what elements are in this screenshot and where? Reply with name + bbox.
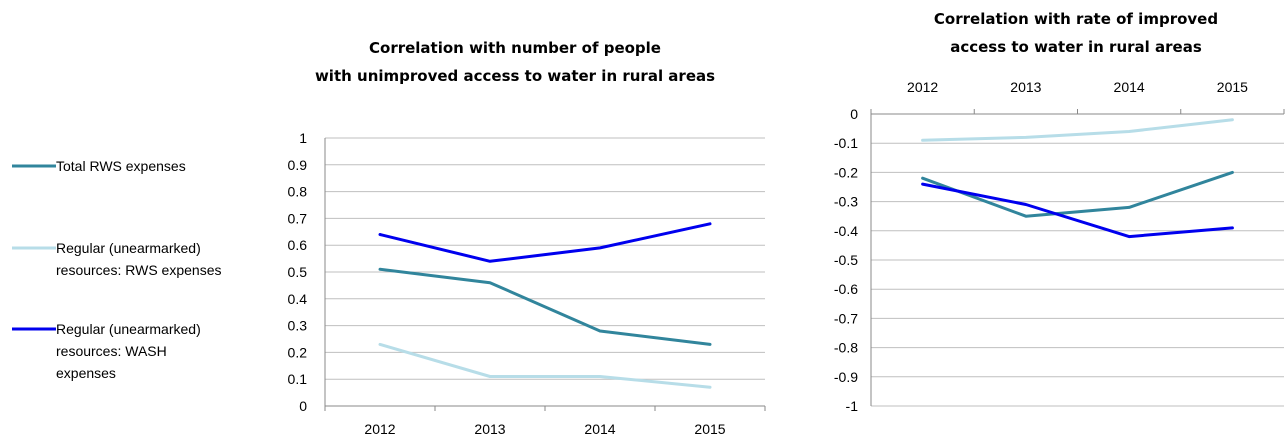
right-chart-title-line-2: access to water in rural areas bbox=[950, 38, 1202, 56]
left-series-line-regular-unearmarked-resources-wash-expenses bbox=[378, 222, 712, 263]
legend-label-1-line-1: Total RWS expenses bbox=[56, 158, 186, 174]
right-y-tick-label: -1 bbox=[846, 398, 859, 414]
right-y-tick-label: -0.5 bbox=[834, 252, 858, 268]
right-series-line-regular-unearmarked-resources-rws-expenses bbox=[921, 118, 1234, 142]
legend-label-2-line-2: resources: RWS expenses bbox=[56, 262, 221, 278]
left-series-line-total-rws-expenses bbox=[378, 267, 712, 346]
left-series-line-regular-unearmarked-resources-rws-expenses bbox=[378, 342, 712, 389]
right-x-tick-label-2012: 2012 bbox=[907, 79, 938, 95]
legend-label-3-line-1: Regular (unearmarked) bbox=[56, 321, 201, 337]
left-y-tick-label: 0.9 bbox=[288, 157, 308, 173]
left-y-tick-label: 0.3 bbox=[288, 318, 308, 334]
right-y-tick-label: -0.7 bbox=[834, 310, 858, 326]
left-x-tick-label-2013: 2013 bbox=[474, 421, 505, 437]
left-y-tick-label: 0.8 bbox=[288, 184, 308, 200]
chart-rate-improved-access: Correlation with rate of improved access … bbox=[834, 10, 1285, 414]
right-series-line-total-rws-expenses bbox=[921, 170, 1234, 218]
right-y-tick-label: -0.3 bbox=[834, 194, 858, 210]
right-chart-title-line-1: Correlation with rate of improved bbox=[934, 10, 1218, 28]
chart-people-unimproved-access: Correlation with number of people with un… bbox=[288, 39, 766, 437]
right-series-line-regular-unearmarked-resources-wash-expenses bbox=[921, 182, 1234, 239]
legend: Total RWS expenses Regular (unearmarked) r… bbox=[12, 158, 221, 381]
legend-label-3-line-2: resources: WASH bbox=[56, 343, 167, 359]
right-x-tick-label-2015: 2015 bbox=[1217, 79, 1248, 95]
left-y-tick-label: 0.7 bbox=[288, 210, 308, 226]
right-y-tick-label: -0.4 bbox=[834, 223, 858, 239]
left-y-tick-label: 0.2 bbox=[288, 344, 308, 360]
left-x-tick-label-2015: 2015 bbox=[694, 421, 725, 437]
right-y-tick-label: -0.8 bbox=[834, 340, 858, 356]
right-y-tick-label: -0.6 bbox=[834, 281, 858, 297]
right-x-tick-label-2014: 2014 bbox=[1114, 79, 1145, 95]
left-y-tick-label: 0.5 bbox=[288, 264, 308, 280]
left-y-tick-label: 0.6 bbox=[288, 237, 308, 253]
left-y-tick-label: 0 bbox=[299, 398, 307, 414]
right-y-tick-label: -0.1 bbox=[834, 135, 858, 151]
right-x-tick-label-2013: 2013 bbox=[1010, 79, 1041, 95]
right-y-tick-label: -0.9 bbox=[834, 369, 858, 385]
left-x-tick-label-2012: 2012 bbox=[364, 421, 395, 437]
legend-label-3-line-3: expenses bbox=[56, 365, 116, 381]
left-y-tick-label: 1 bbox=[299, 130, 307, 146]
left-chart-title-line-1: Correlation with number of people bbox=[369, 39, 661, 57]
right-y-tick-label: -0.2 bbox=[834, 164, 858, 180]
left-y-tick-label: 0.4 bbox=[288, 291, 308, 307]
left-x-tick-label-2014: 2014 bbox=[584, 421, 615, 437]
left-chart-title-line-2: with unimproved access to water in rural… bbox=[315, 67, 715, 85]
right-y-tick-label: 0 bbox=[850, 106, 858, 122]
legend-label-2-line-1: Regular (unearmarked) bbox=[56, 240, 201, 256]
left-y-tick-label: 0.1 bbox=[288, 371, 308, 387]
